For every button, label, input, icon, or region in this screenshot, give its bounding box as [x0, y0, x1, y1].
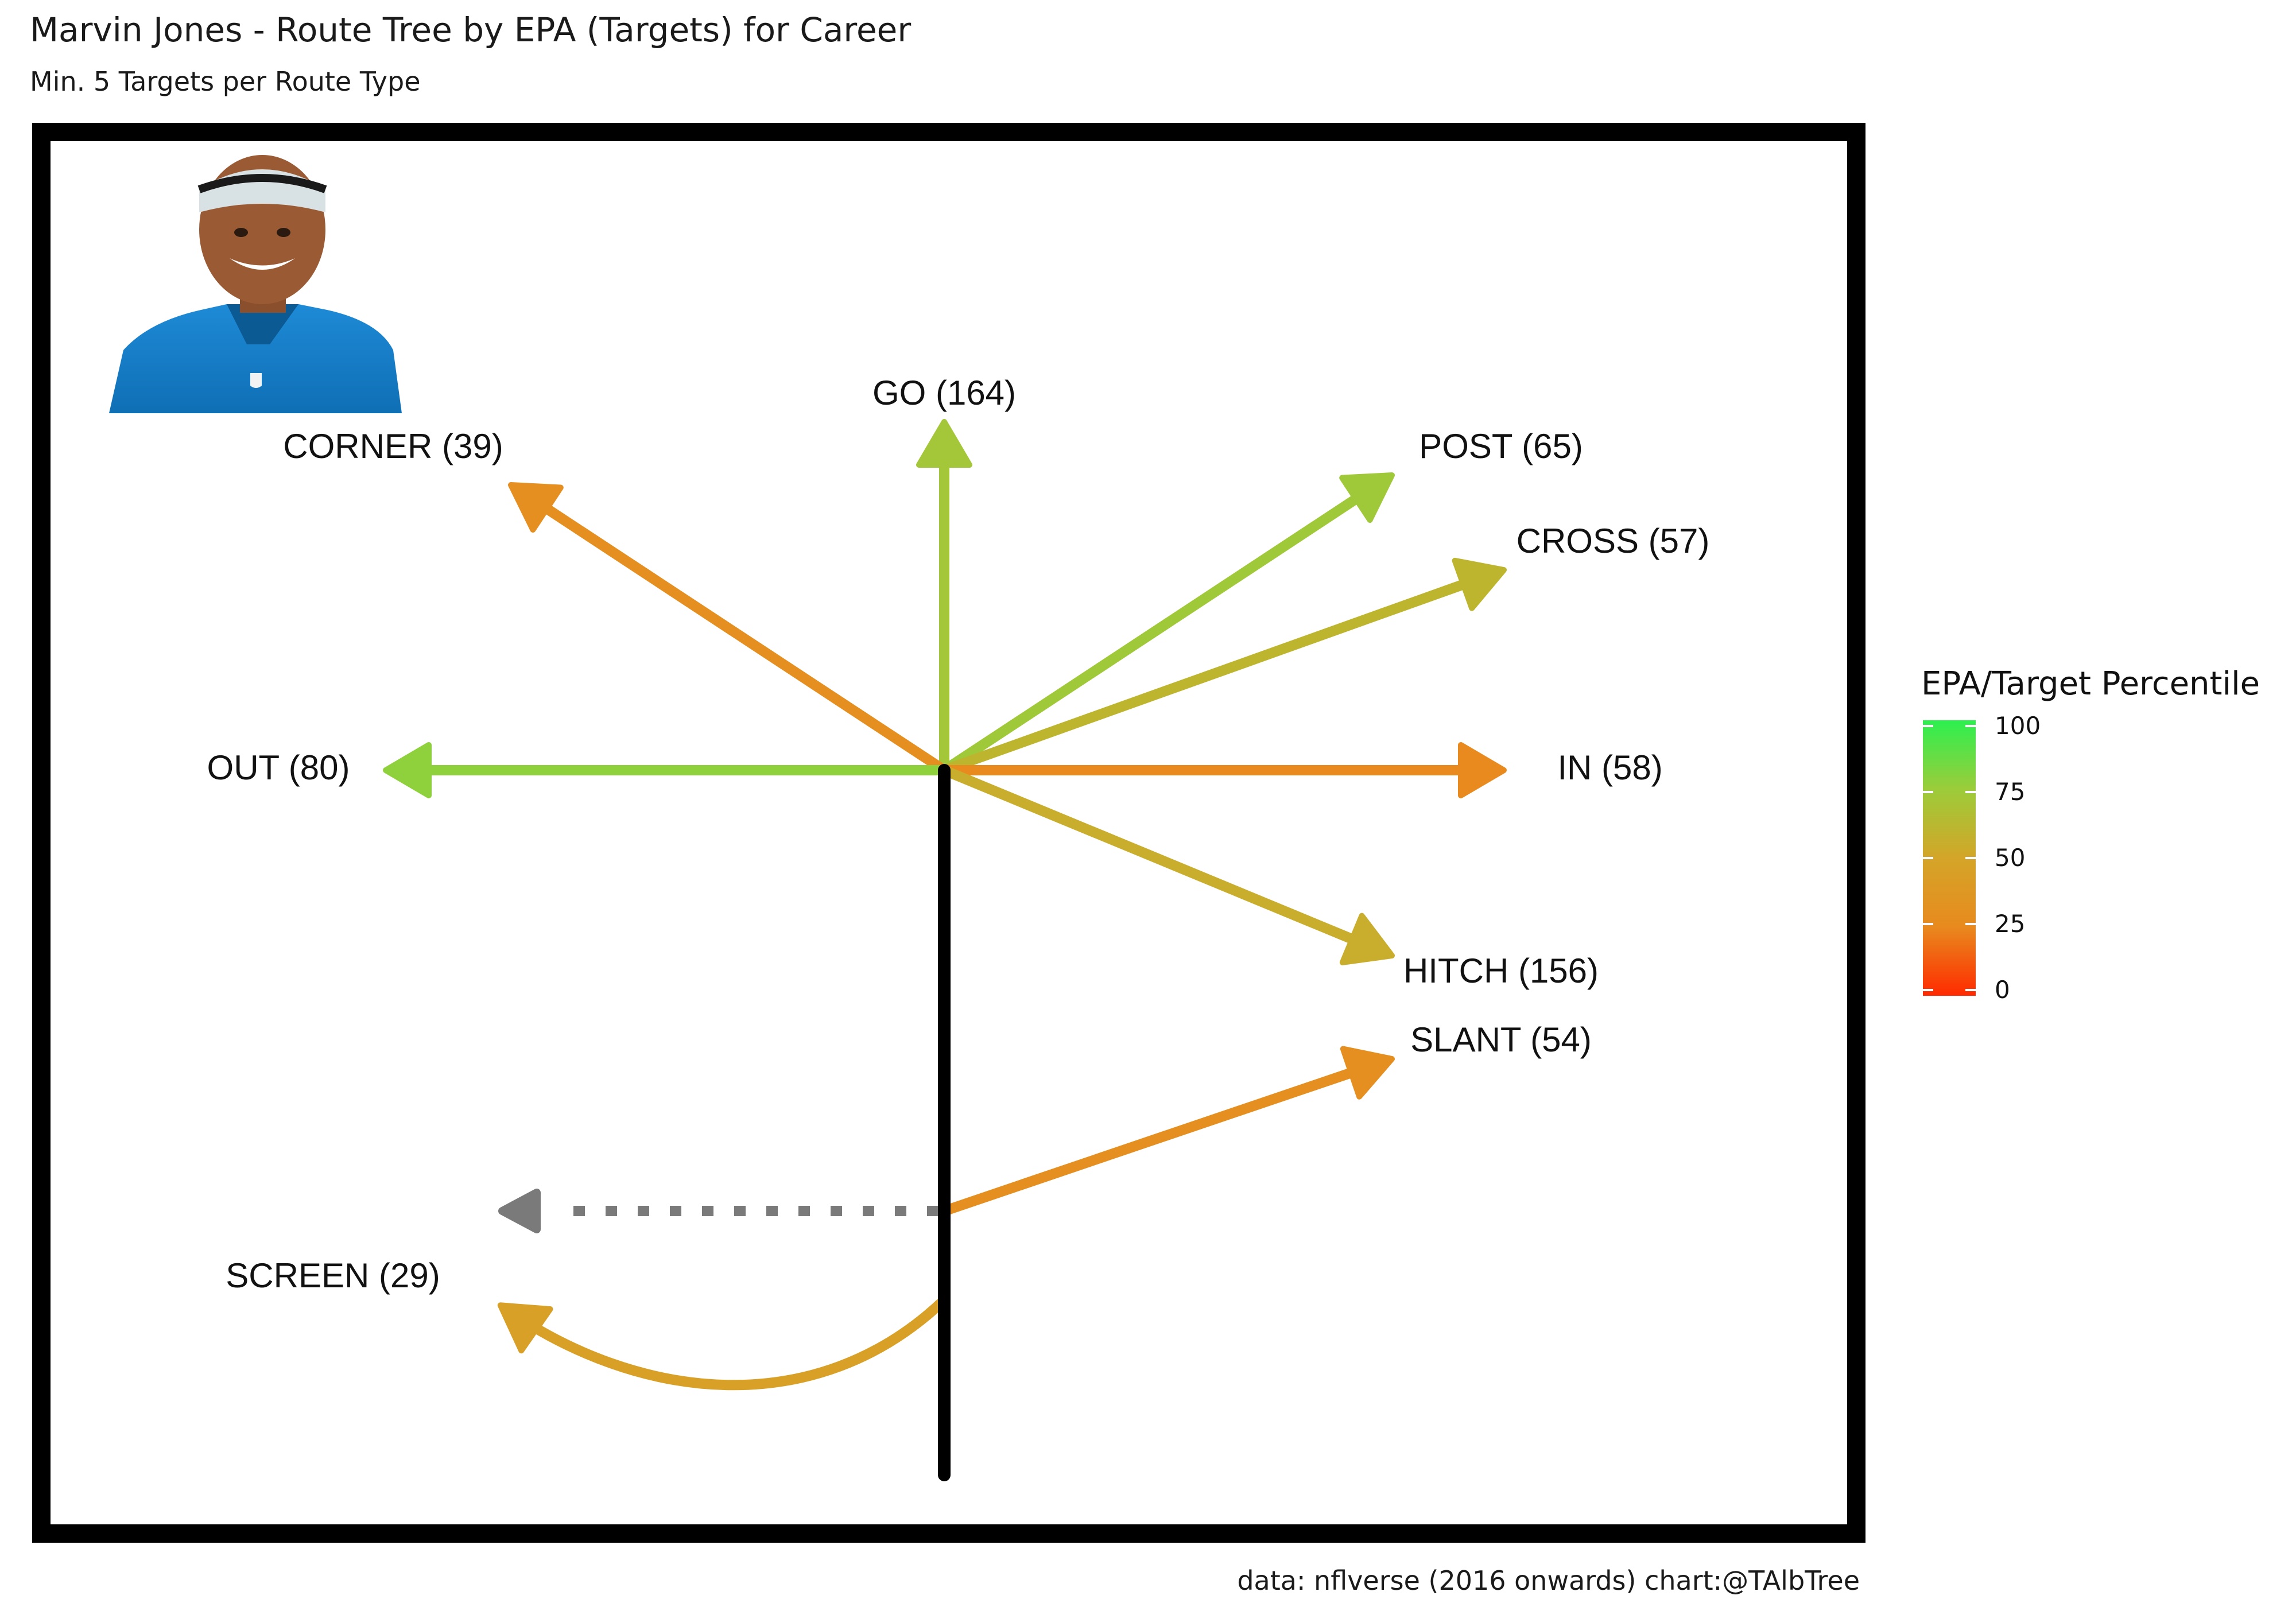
route-label-screen: SCREEN (29)	[226, 1256, 440, 1295]
route-arrows: GO (164) CORNER (39) POST (65) CROSS (57) OU…	[207, 374, 1710, 1391]
chart-title: Marvin Jones - Route Tree by EPA (Target…	[30, 10, 911, 49]
legend-tick-label: 50	[1995, 844, 2025, 872]
route-arrowhead-out	[383, 742, 432, 798]
route-line-screen	[500, 1295, 949, 1391]
route-label-in: IN (58)	[1557, 748, 1662, 787]
route-label-post: POST (65)	[1419, 427, 1583, 465]
route-arrowhead-screen	[497, 1302, 553, 1354]
route-label-cross: CROSS (57)	[1517, 522, 1710, 560]
legend-tick-label: 75	[1995, 778, 2025, 806]
legend: EPA/Target Percentile 0 25 50 75 100	[1921, 665, 2260, 1004]
chart-subtitle: Min. 5 Targets per Route Type	[30, 66, 421, 97]
route-line-slant	[939, 1065, 1365, 1216]
route-arrowhead-post	[1339, 472, 1395, 523]
legend-title: EPA/Target Percentile	[1921, 665, 2260, 702]
chart-caption: data: nflverse (2016 onwards) chart:@TAl…	[1237, 1565, 1860, 1596]
route-label-corner: CORNER (39)	[283, 427, 503, 465]
route-arrowhead-corner	[508, 482, 564, 533]
route-line-corner	[534, 498, 949, 775]
route-arrowhead-go	[916, 419, 972, 468]
legend-tick-label: 100	[1995, 712, 2041, 740]
player-headshot	[109, 155, 402, 413]
route-line-hitch	[939, 765, 1366, 948]
legend-tick-label: 0	[1995, 976, 2010, 1004]
route-arrowhead-slant	[1340, 1046, 1395, 1100]
route-arrowhead-in	[1458, 742, 1507, 798]
screen-dotted-arrowhead	[498, 1189, 541, 1233]
route-label-out: OUT (80)	[207, 748, 350, 787]
route-label-go: GO (164)	[872, 374, 1016, 412]
route-arrowhead-hitch	[1339, 913, 1395, 965]
route-line-post	[939, 489, 1368, 775]
route-label-hitch: HITCH (156)	[1403, 952, 1599, 990]
legend-tick-label: 25	[1995, 910, 2025, 938]
route-arrowhead-cross	[1452, 557, 1507, 611]
route-line-cross	[939, 576, 1477, 775]
route-label-slant: SLANT (54)	[1410, 1020, 1592, 1059]
